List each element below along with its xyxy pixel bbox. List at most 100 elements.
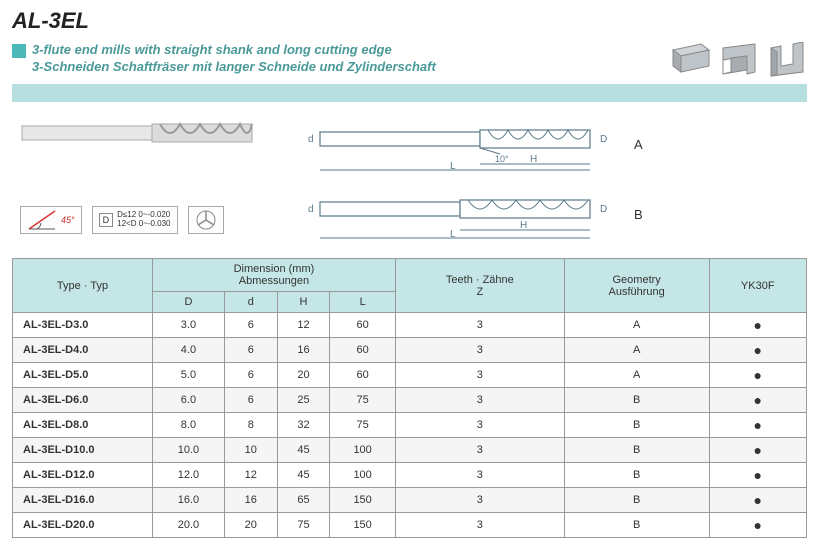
th-teeth: Teeth · Zähne Z	[395, 259, 564, 313]
tolerance-lines: D≤12 0~-0.020 12<D 0~-0.030	[117, 211, 170, 229]
cell-d: 6	[224, 388, 277, 413]
cell-grade: ●	[709, 313, 807, 338]
spec-table: Type · Typ Dimension (mm) Abmessungen Te…	[12, 258, 807, 538]
cell-type: AL-3EL-D10.0	[13, 438, 153, 463]
tech-row-b: d D H L B	[300, 184, 799, 244]
teal-square-icon	[12, 44, 26, 58]
table-row: AL-3EL-D3.03.0612603A●	[13, 313, 807, 338]
cell-d: 6	[224, 363, 277, 388]
table-row: AL-3EL-D6.06.0625753B●	[13, 388, 807, 413]
tol-line2: 12<D 0~-0.030	[117, 220, 170, 229]
cell-H: 45	[277, 463, 330, 488]
shape-slot-icon	[671, 42, 711, 78]
cell-d: 6	[224, 338, 277, 363]
cell-type: AL-3EL-D20.0	[13, 513, 153, 538]
cell-grade: ●	[709, 388, 807, 413]
cell-Z: 3	[395, 388, 564, 413]
cell-Z: 3	[395, 413, 564, 438]
th-H: H	[277, 292, 330, 313]
cell-D: 20.0	[153, 513, 225, 538]
table-row: AL-3EL-D10.010.010451003B●	[13, 438, 807, 463]
cell-G: B	[564, 388, 709, 413]
th-L: L	[330, 292, 396, 313]
cell-L: 60	[330, 313, 396, 338]
svg-text:d: d	[308, 134, 314, 145]
tolerance-d-icon: D	[99, 213, 114, 227]
table-head: Type · Typ Dimension (mm) Abmessungen Te…	[13, 259, 807, 313]
cell-type: AL-3EL-D3.0	[13, 313, 153, 338]
cell-type: AL-3EL-D8.0	[13, 413, 153, 438]
shape-u-icon	[767, 42, 807, 78]
svg-text:H: H	[530, 154, 537, 165]
cell-G: A	[564, 363, 709, 388]
svg-text:d: d	[308, 204, 314, 215]
shape-l-icon	[719, 42, 759, 78]
cell-Z: 3	[395, 463, 564, 488]
drawing-label-a: A	[634, 137, 643, 152]
table-row: AL-3EL-D20.020.020751503B●	[13, 513, 807, 538]
cell-G: B	[564, 463, 709, 488]
table-row: AL-3EL-D12.012.012451003B●	[13, 463, 807, 488]
divider-bar	[12, 84, 807, 102]
cell-H: 12	[277, 313, 330, 338]
cell-L: 60	[330, 363, 396, 388]
tolerance-badge: D D≤12 0~-0.020 12<D 0~-0.030	[92, 206, 178, 234]
cell-d: 20	[224, 513, 277, 538]
cell-Z: 3	[395, 363, 564, 388]
cell-Z: 3	[395, 513, 564, 538]
th-D: D	[153, 292, 225, 313]
cell-H: 25	[277, 388, 330, 413]
cell-type: AL-3EL-D6.0	[13, 388, 153, 413]
subtitle-de: 3-Schneiden Schaftfräser mit langer Schn…	[32, 59, 436, 76]
th-grade: YK30F	[709, 259, 807, 313]
th-d: d	[224, 292, 277, 313]
th-geom-sub: Ausführung	[609, 286, 665, 298]
cell-d: 6	[224, 313, 277, 338]
table-body: AL-3EL-D3.03.0612603A●AL-3EL-D4.04.06166…	[13, 313, 807, 538]
table-row: AL-3EL-D8.08.0832753B●	[13, 413, 807, 438]
cell-D: 6.0	[153, 388, 225, 413]
helix-angle-text: 45°	[61, 215, 75, 225]
cell-L: 100	[330, 463, 396, 488]
flute-badge	[188, 206, 224, 234]
cell-d: 8	[224, 413, 277, 438]
cell-type: AL-3EL-D12.0	[13, 463, 153, 488]
helix-angle-icon	[27, 209, 57, 231]
svg-text:H: H	[520, 220, 527, 231]
cell-H: 32	[277, 413, 330, 438]
svg-text:L: L	[450, 161, 456, 172]
th-geom-top: Geometry	[613, 274, 661, 286]
cell-H: 20	[277, 363, 330, 388]
th-dim-top: Dimension (mm)	[234, 263, 315, 275]
cell-grade: ●	[709, 463, 807, 488]
endmill-photo-icon	[20, 114, 260, 152]
svg-text:D: D	[600, 134, 607, 145]
cell-L: 75	[330, 388, 396, 413]
subtitles: 3-flute end mills with straight shank an…	[32, 42, 436, 76]
cell-H: 65	[277, 488, 330, 513]
subtitle-block: 3-flute end mills with straight shank an…	[12, 42, 436, 76]
cell-d: 16	[224, 488, 277, 513]
tech-row-a: 10° d D H L A	[300, 114, 799, 174]
th-dim-sub: Abmessungen	[239, 275, 309, 287]
drawing-label-b: B	[634, 207, 643, 222]
cell-L: 60	[330, 338, 396, 363]
cell-grade: ●	[709, 363, 807, 388]
cell-grade: ●	[709, 488, 807, 513]
th-type: Type · Typ	[13, 259, 153, 313]
cell-d: 10	[224, 438, 277, 463]
product-title: AL-3EL	[12, 8, 807, 34]
th-geom: Geometry Ausführung	[564, 259, 709, 313]
drawing-a-icon: 10° d D H L	[300, 114, 620, 174]
table-row: AL-3EL-D16.016.016651503B●	[13, 488, 807, 513]
cell-D: 12.0	[153, 463, 225, 488]
th-dimension: Dimension (mm) Abmessungen	[153, 259, 396, 292]
cell-grade: ●	[709, 338, 807, 363]
th-teeth-sub: Z	[476, 286, 483, 298]
cell-type: AL-3EL-D5.0	[13, 363, 153, 388]
cell-D: 8.0	[153, 413, 225, 438]
cell-type: AL-3EL-D16.0	[13, 488, 153, 513]
shape-icons	[671, 42, 807, 78]
cell-Z: 3	[395, 338, 564, 363]
drawing-b-icon: d D H L	[300, 184, 620, 244]
